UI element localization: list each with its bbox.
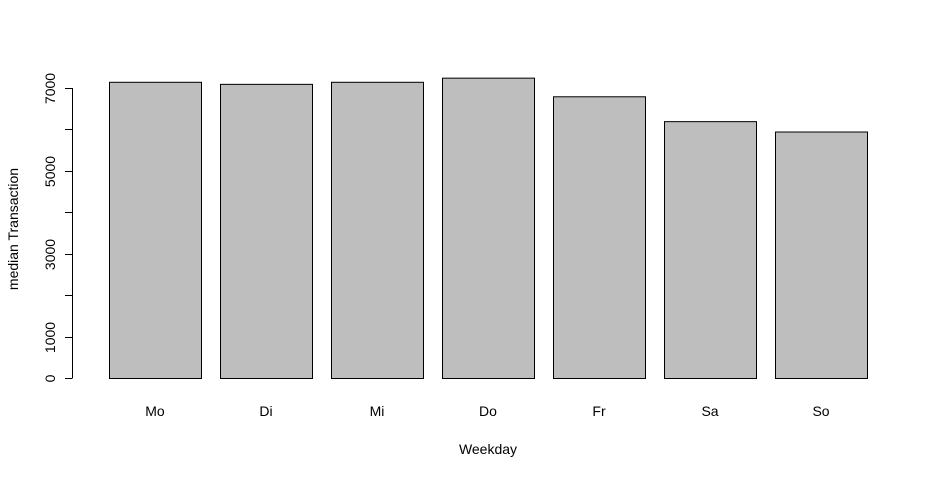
x-tick-label: Mo	[145, 403, 165, 419]
x-axis-label: Weekday	[459, 441, 517, 457]
y-tick-label: 7000	[42, 73, 58, 104]
bar-So	[775, 131, 868, 379]
bar-Fr	[553, 96, 646, 380]
bars-group	[109, 77, 868, 380]
y-tick-label: 1000	[42, 322, 58, 353]
bar-Mo	[109, 81, 202, 380]
x-tick-label: Mi	[370, 403, 385, 419]
bar-Mi	[331, 81, 424, 380]
bar-Di	[220, 83, 313, 379]
x-tick-labels: Mo Di Mi Do Fr Sa So	[145, 403, 830, 419]
bar-Sa	[664, 121, 757, 380]
y-tick-label: 3000	[42, 239, 58, 270]
x-tick-label: Do	[479, 403, 497, 419]
y-tick-label: 0	[42, 374, 58, 382]
x-tick-label: Di	[259, 403, 272, 419]
bar-Do	[442, 77, 535, 380]
y-tick-label: 5000	[42, 156, 58, 187]
y-axis: 0 1000 3000 5000 7000	[42, 73, 73, 382]
x-tick-label: Sa	[701, 403, 718, 419]
y-axis-label: median Transaction	[5, 168, 21, 290]
x-tick-label: So	[812, 403, 829, 419]
x-tick-label: Fr	[592, 403, 606, 419]
